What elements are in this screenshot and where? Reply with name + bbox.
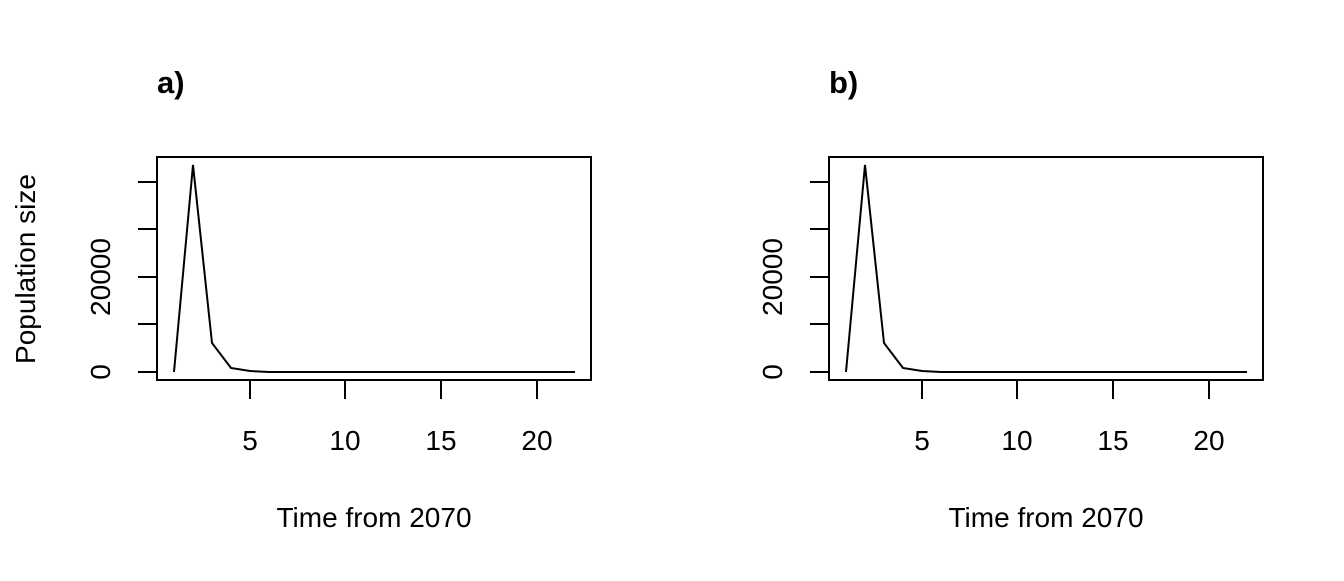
x-axis (249, 379, 538, 399)
x-tick-label: 5 (914, 425, 930, 456)
y-axis (810, 181, 830, 373)
x-tick-label: 15 (425, 425, 456, 456)
data-line (173, 164, 575, 373)
panel-title: a) (157, 65, 185, 100)
y-tick-label: 0 (85, 364, 116, 380)
panel-a: a) Population size Time from 2070 0 2000… (0, 0, 672, 576)
plot-box (828, 156, 1264, 381)
x-tick-label: 10 (329, 425, 360, 456)
panel-title: b) (829, 65, 858, 100)
x-tick-label: 10 (1001, 425, 1032, 456)
y-tick-label: 0 (757, 364, 788, 380)
x-tick-label: 20 (1193, 425, 1224, 456)
data-line (845, 164, 1247, 373)
x-axis (921, 379, 1210, 399)
x-tick-label: 15 (1097, 425, 1128, 456)
x-tick-label: 5 (242, 425, 258, 456)
y-tick-label: 20000 (85, 238, 116, 316)
x-tick-label: 20 (521, 425, 552, 456)
y-axis (138, 181, 158, 373)
x-axis-label: Time from 2070 (276, 502, 471, 533)
y-axis-label: Population size (10, 174, 41, 364)
plot-box (156, 156, 592, 381)
panel-b: b) Time from 2070 0 20000 5 10 15 20 (672, 0, 1344, 576)
x-axis-label: Time from 2070 (948, 502, 1143, 533)
chart-b: b) Time from 2070 0 20000 5 10 15 20 (757, 65, 1264, 533)
chart-a: a) Population size Time from 2070 0 2000… (10, 65, 592, 533)
y-tick-label: 20000 (757, 238, 788, 316)
